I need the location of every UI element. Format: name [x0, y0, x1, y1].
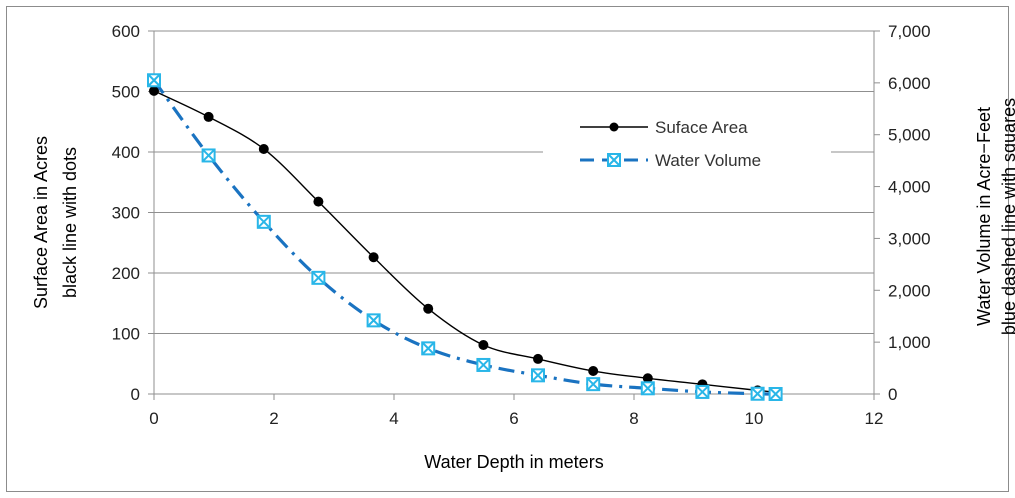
surface-area-point — [258, 143, 269, 154]
chart-border — [6, 6, 1009, 492]
water-volume-point — [421, 341, 436, 356]
surface-area-point — [478, 339, 489, 350]
y-left-axis-title-line2: black line with dots — [60, 147, 80, 298]
water-volume-point — [256, 214, 271, 229]
y-right-axis-title-line1: Water Volume in Acre−Feet — [974, 107, 994, 326]
water-volume-point — [366, 313, 381, 328]
y-right-tick-label: 4,000 — [888, 178, 931, 197]
y-right-tick-label: 2,000 — [888, 281, 931, 300]
x-tick-label: 4 — [389, 409, 398, 428]
x-tick-label: 2 — [269, 409, 278, 428]
surface-area-point — [368, 252, 379, 263]
water-volume-point — [768, 387, 783, 401]
water-volume-marker-cross — [586, 377, 600, 391]
surface-area-point — [642, 373, 653, 384]
y-right-tick-label: 5,000 — [888, 126, 931, 145]
legend-box — [543, 106, 831, 179]
water-volume-marker-cross — [476, 358, 491, 372]
y-right-tick-label: 7,000 — [888, 22, 931, 41]
water-volume-marker-cross — [201, 148, 216, 163]
y-left-tick-label: 400 — [112, 143, 140, 162]
y-left-tick-label: 300 — [112, 204, 140, 223]
y-left-tick-label: 200 — [112, 264, 140, 283]
x-tick-label: 12 — [865, 409, 884, 428]
water-volume-marker-cross — [641, 381, 655, 396]
water-volume-point — [640, 381, 655, 396]
legend-surface-area-marker — [609, 122, 619, 132]
water-volume-point — [147, 73, 161, 88]
gridlines — [154, 30, 874, 334]
axes: 010020030040050060001,0002,0003,0004,000… — [31, 22, 1015, 472]
y-right-tick-label: 6,000 — [888, 74, 931, 93]
y-right-tick-label: 3,000 — [888, 229, 931, 248]
y-left-tick-label: 500 — [112, 83, 140, 102]
legend-water-volume-label: Water Volume — [655, 151, 761, 170]
water-volume-marker-cross — [421, 341, 435, 356]
water-volume-marker-cross — [695, 385, 710, 399]
x-tick-label: 10 — [745, 409, 764, 428]
water-volume-point — [201, 148, 216, 163]
water-volume-marker-cross — [768, 387, 783, 401]
surface-area-point — [423, 303, 434, 314]
surface-area-point — [533, 353, 543, 364]
surface-area-point — [588, 366, 599, 377]
water-volume-point — [750, 386, 765, 401]
water-volume-point — [695, 384, 710, 399]
water-volume-point — [311, 270, 326, 285]
y-right-tick-label: 0 — [888, 385, 897, 404]
surface-area-point — [203, 111, 214, 122]
water-volume-marker-cross — [257, 215, 271, 229]
legend-water-volume-marker — [607, 153, 621, 167]
series-layer — [147, 73, 783, 401]
water-volume-marker-cross — [147, 73, 161, 87]
legend: Suface Area Water Volume — [543, 106, 831, 179]
legend-surface-area-label: Suface Area — [655, 118, 748, 137]
x-tick-label: 0 — [149, 409, 158, 428]
water-volume-marker-cross — [531, 368, 545, 383]
water-volume-marker-cross — [311, 271, 326, 285]
y-left-tick-label: 100 — [112, 325, 140, 344]
y-right-tick-label: 1,000 — [888, 333, 931, 352]
y-left-tick-label: 600 — [112, 22, 140, 41]
y-right-axis-title-line2: blue dashed line with squares — [999, 98, 1015, 335]
surface-area-point — [313, 196, 324, 207]
water-volume-point — [586, 377, 601, 392]
x-tick-label: 6 — [509, 409, 518, 428]
water-volume-marker-cross — [366, 313, 381, 328]
x-axis-title: Water Depth in meters — [424, 452, 603, 472]
water-volume-point — [531, 368, 545, 383]
y-left-axis-title-line1: Surface Area in Acres — [31, 136, 51, 309]
x-tick-label: 8 — [629, 409, 638, 428]
water-volume-marker-cross — [750, 387, 765, 401]
surface-area-point — [149, 85, 159, 96]
water-volume-point — [476, 357, 491, 372]
y-left-tick-label: 0 — [131, 385, 140, 404]
